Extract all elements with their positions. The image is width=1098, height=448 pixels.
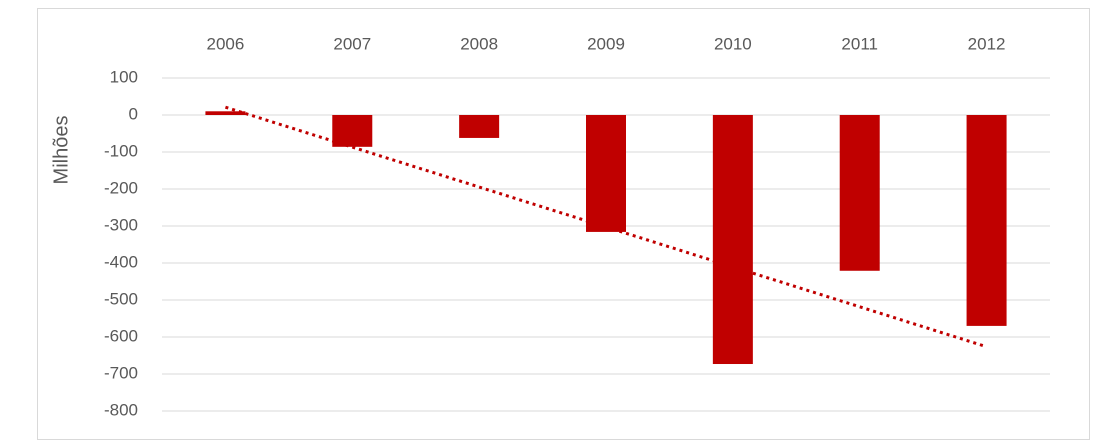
- bar: [459, 115, 500, 138]
- y-tick-label: -200: [104, 178, 138, 197]
- bar: [332, 115, 373, 147]
- bar: [586, 115, 626, 232]
- x-tick-label: 2011: [841, 34, 878, 53]
- y-tick-label: -600: [104, 326, 138, 345]
- y-tick-label: -400: [104, 252, 138, 271]
- y-tick-label: -500: [104, 289, 138, 308]
- x-tick-label: 2006: [207, 34, 245, 53]
- x-tick-label: 2007: [333, 34, 371, 53]
- x-tick-label: 2009: [587, 34, 625, 53]
- y-tick-label: -800: [104, 400, 138, 419]
- bar: [839, 115, 880, 271]
- chart-border: [37, 8, 1090, 440]
- y-tick-label: -700: [104, 363, 138, 382]
- x-tick-label: 2008: [460, 34, 498, 53]
- x-tick-label: 2012: [968, 34, 1006, 53]
- y-tick-label: -300: [104, 215, 138, 234]
- y-axis-label: Milhões: [50, 116, 72, 185]
- y-tick-label: 100: [110, 67, 138, 86]
- bar: [205, 111, 246, 115]
- bar: [966, 115, 1007, 326]
- y-tick-label: -100: [104, 141, 138, 160]
- x-tick-label: 2010: [714, 34, 752, 53]
- bar: [712, 115, 753, 365]
- y-tick-label: 0: [129, 104, 138, 123]
